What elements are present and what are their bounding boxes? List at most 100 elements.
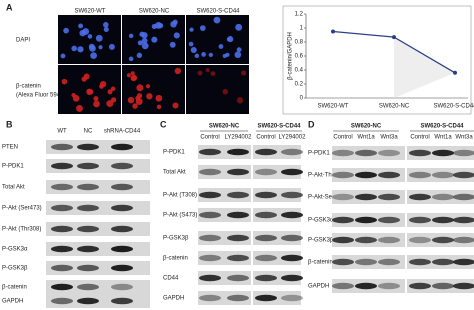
micrograph	[186, 65, 249, 114]
band	[432, 216, 454, 224]
band	[77, 162, 99, 170]
band	[281, 254, 303, 262]
band	[453, 216, 474, 224]
cell	[155, 21, 162, 29]
band	[281, 274, 303, 282]
band	[51, 204, 73, 212]
cell	[83, 73, 90, 80]
cell	[76, 104, 84, 112]
cell	[130, 71, 135, 76]
band	[378, 236, 400, 244]
row-label: Total Akt	[163, 170, 186, 176]
cell	[236, 47, 242, 53]
cell	[146, 93, 153, 100]
cell	[87, 89, 94, 95]
band	[355, 216, 377, 224]
band	[432, 193, 454, 201]
cell	[128, 33, 134, 39]
band	[432, 171, 454, 179]
y-axis-label: β-catenin/GAPDH	[288, 32, 294, 80]
cell	[194, 53, 200, 59]
panel-label: B	[6, 119, 13, 129]
band	[51, 143, 73, 151]
row-label: P-GSK3β	[2, 266, 28, 272]
group-header: SW620-NC	[209, 124, 240, 130]
group-header: SW620-S-CD44	[257, 124, 301, 130]
cell	[108, 43, 115, 50]
row-label: PTEN	[2, 145, 18, 151]
cell	[61, 78, 68, 85]
blot-strip	[198, 231, 251, 245]
row-label: GAPDH	[2, 299, 23, 305]
band	[378, 193, 400, 201]
band	[432, 258, 454, 266]
band	[332, 258, 354, 266]
band	[332, 282, 354, 290]
band	[281, 294, 303, 302]
panel-label: D	[308, 119, 315, 129]
lane-label: Control	[256, 135, 275, 141]
blot-strip	[198, 188, 251, 202]
cell	[173, 32, 180, 39]
cell	[103, 26, 109, 32]
band	[281, 148, 303, 156]
cell	[169, 41, 176, 48]
band	[77, 225, 99, 233]
group-header: SW620-S-CD44	[420, 124, 464, 130]
cell	[156, 104, 162, 110]
band	[111, 264, 133, 272]
point	[392, 35, 396, 40]
cell	[107, 89, 113, 95]
y-tick-label: 0.8	[295, 40, 304, 46]
band	[51, 183, 73, 191]
row-label: Total Akt	[2, 185, 25, 191]
band	[111, 245, 133, 253]
row-label: β-catenin	[16, 84, 41, 90]
y-tick-label: 1.2	[295, 12, 304, 18]
row-label: P-Akt (Ser473)	[2, 206, 42, 212]
band	[453, 282, 474, 290]
y-tick-label: 1	[300, 26, 304, 32]
blot-strip	[253, 165, 301, 179]
cell	[93, 100, 100, 108]
band	[111, 225, 133, 233]
band	[453, 149, 474, 157]
cell	[63, 27, 69, 34]
band	[281, 211, 303, 219]
cell	[235, 23, 243, 31]
cell	[87, 34, 93, 39]
x-tick-label: SW620-WT	[317, 104, 348, 110]
blot-strip	[407, 168, 474, 182]
cell	[188, 41, 194, 47]
band	[409, 193, 431, 201]
cell	[128, 56, 134, 62]
lane-label: Control	[333, 135, 352, 141]
band	[77, 283, 99, 291]
point	[453, 70, 457, 75]
row-label: β-catenin	[2, 285, 27, 291]
cell	[141, 42, 149, 50]
lane-label: LY294002	[225, 135, 253, 141]
row-label: P-GSK3α	[308, 218, 334, 224]
lane-label: shRNA-CD44	[104, 129, 141, 135]
point	[331, 29, 335, 34]
band	[77, 245, 99, 253]
cell	[135, 98, 143, 105]
cell	[106, 100, 114, 108]
cell	[89, 45, 96, 52]
cell	[103, 22, 109, 28]
column-header: SW620-NC	[139, 9, 170, 15]
blot-strip	[198, 251, 251, 265]
band	[199, 274, 221, 282]
x-tick-label: SW620-S-CD44	[433, 104, 474, 110]
band	[255, 234, 277, 242]
row-label: P-Akt (Thr308)	[2, 227, 41, 233]
column-header: SW620-S-CD44	[196, 9, 240, 15]
cell	[136, 93, 143, 99]
lane-label: Wnt3a	[455, 135, 473, 141]
y-tick-label: 0	[300, 96, 304, 102]
cell	[201, 52, 206, 57]
row-label: P-Akt (T308)	[163, 193, 197, 199]
cell	[213, 16, 221, 24]
